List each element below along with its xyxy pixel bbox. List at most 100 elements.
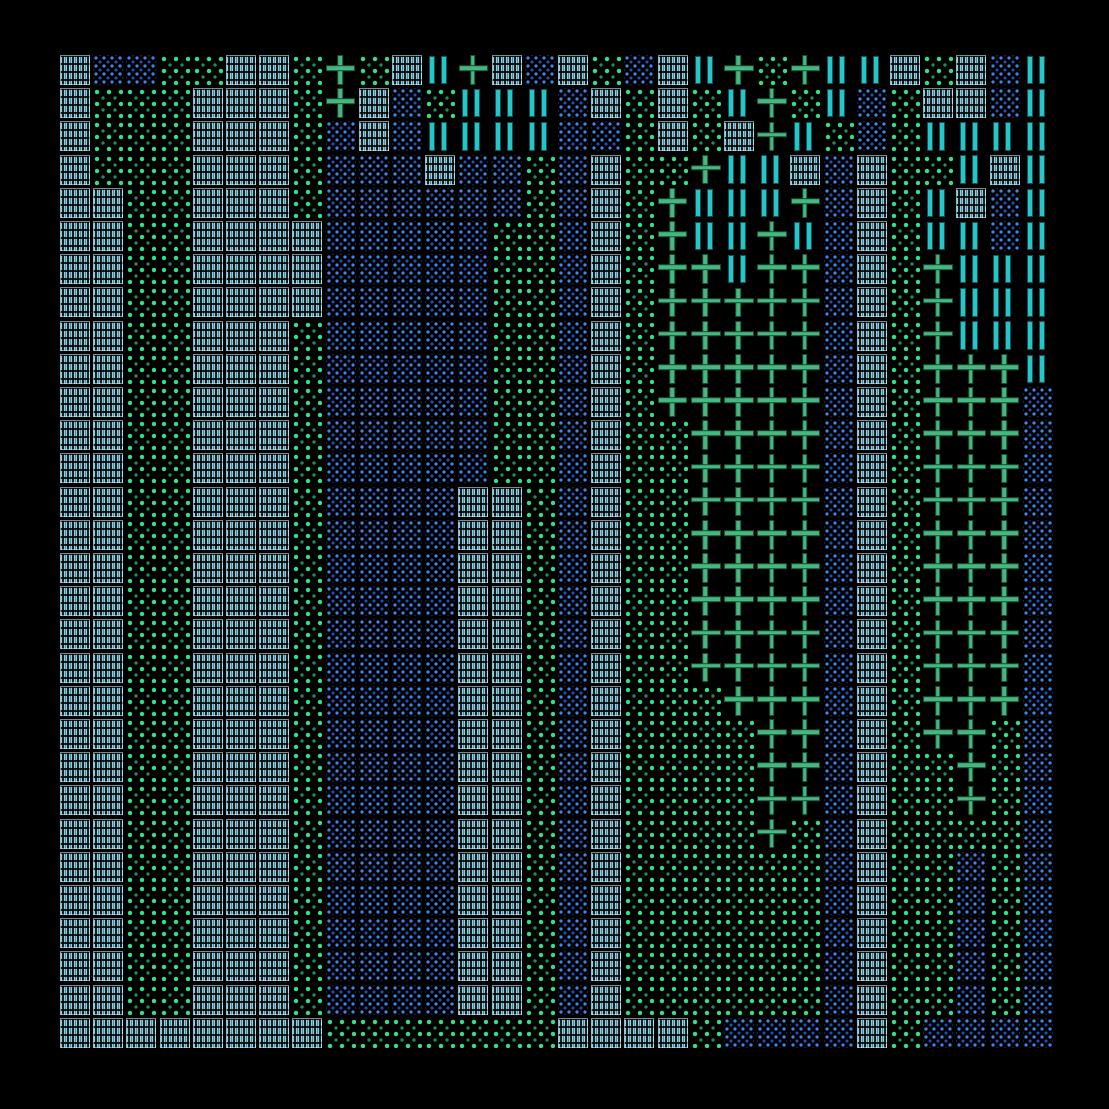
weave-light-swatch [60, 984, 90, 1015]
grid-cell [60, 154, 90, 185]
cross-glyph [691, 553, 721, 583]
weave-blue-swatch [1022, 387, 1053, 417]
weave-light-swatch [458, 719, 489, 749]
grid-cell [259, 818, 290, 849]
grid-cell [126, 951, 157, 982]
weave-blue-swatch [1022, 851, 1053, 882]
grid-cell [824, 55, 854, 85]
cross-glyph [790, 653, 820, 683]
grid-cell [126, 685, 157, 716]
grid-cell [757, 420, 787, 450]
grid-cell [93, 719, 124, 749]
grid-cell [790, 154, 821, 185]
grid-cell [658, 254, 688, 284]
weave-blue-swatch [856, 121, 887, 152]
weave-blue-swatch [558, 685, 588, 716]
weave-blue-swatch [358, 885, 389, 915]
dots-green-swatch [624, 387, 655, 417]
grid-cell [159, 320, 190, 351]
cross-glyph [724, 553, 754, 583]
dots-green-swatch [890, 918, 920, 949]
cross-glyph [724, 321, 754, 351]
cross-glyph [691, 453, 721, 483]
grid-cell [292, 652, 323, 683]
grid-cell [358, 553, 389, 583]
weave-blue-swatch [392, 287, 422, 318]
weave-light-swatch [591, 486, 622, 517]
grid-cell [691, 619, 721, 649]
dots-green-swatch [624, 121, 655, 152]
grid-cell [425, 353, 456, 384]
weave-light-swatch [458, 519, 489, 550]
weave-blue-swatch [392, 984, 422, 1015]
bars-glyph [824, 55, 854, 85]
dots-green-swatch [524, 221, 555, 251]
weave-blue-swatch [823, 752, 854, 783]
weave-light-swatch [856, 951, 887, 982]
grid-cell [724, 221, 754, 251]
grid-cell [192, 951, 223, 982]
weave-light-swatch [259, 320, 290, 351]
bars-glyph [724, 188, 754, 218]
weave-blue-swatch [458, 187, 489, 218]
grid-cell [325, 652, 356, 683]
dots-green-swatch [690, 785, 721, 816]
weave-blue-swatch [392, 519, 422, 550]
grid-cell [358, 121, 389, 152]
grid-cell [724, 121, 754, 152]
weave-light-swatch [192, 420, 223, 451]
dots-green-swatch [93, 154, 124, 185]
grid-cell [691, 188, 721, 218]
dots-green-swatch [690, 88, 721, 119]
grid-cell [624, 719, 655, 749]
grid-cell [856, 918, 887, 949]
weave-light-swatch [226, 221, 256, 251]
grid-cell [1022, 553, 1053, 583]
grid-cell [956, 321, 986, 351]
dots-green-swatch [292, 154, 323, 185]
dots-green-swatch [126, 320, 157, 351]
grid-cell [1023, 254, 1053, 284]
grid-cell [856, 851, 887, 882]
weave-light-swatch [192, 154, 223, 185]
grid-cell [956, 719, 986, 749]
dots-green-swatch [159, 586, 190, 617]
weave-light-swatch [192, 287, 223, 318]
grid-cell [226, 685, 256, 716]
grid-cell [392, 1017, 422, 1048]
weave-light-swatch [192, 619, 223, 650]
grid-cell [226, 486, 256, 517]
grid-cell [624, 88, 655, 119]
weave-light-swatch [591, 254, 622, 285]
grid-cell [1022, 752, 1053, 783]
grid-cell [425, 785, 456, 816]
weave-blue-swatch [823, 254, 854, 285]
dots-green-swatch [292, 187, 323, 218]
grid-cell [60, 187, 90, 218]
dots-green-swatch [159, 619, 190, 650]
dots-green-swatch [624, 685, 655, 716]
weave-light-swatch [491, 752, 522, 783]
dots-green-swatch [159, 320, 190, 351]
weave-blue-swatch [956, 918, 987, 949]
weave-light-swatch [226, 486, 256, 517]
dots-green-swatch [657, 519, 688, 550]
grid-cell [823, 387, 854, 417]
weave-blue-swatch [392, 88, 422, 119]
dots-green-swatch [159, 221, 190, 251]
dots-green-swatch [358, 1017, 389, 1048]
grid-cell [126, 1017, 157, 1048]
grid-cell [624, 519, 655, 550]
grid-cell [724, 387, 754, 417]
weave-light-swatch [93, 1017, 124, 1048]
grid-cell [226, 287, 256, 318]
dots-green-swatch [657, 885, 688, 915]
weave-blue-swatch [392, 851, 422, 882]
weave-light-swatch [226, 586, 256, 617]
weave-blue-swatch [1022, 420, 1053, 451]
cross-glyph [990, 354, 1020, 384]
weave-blue-swatch [823, 918, 854, 949]
grid-cell [657, 88, 688, 119]
weave-blue-swatch [425, 685, 456, 716]
grid-cell [856, 486, 887, 517]
